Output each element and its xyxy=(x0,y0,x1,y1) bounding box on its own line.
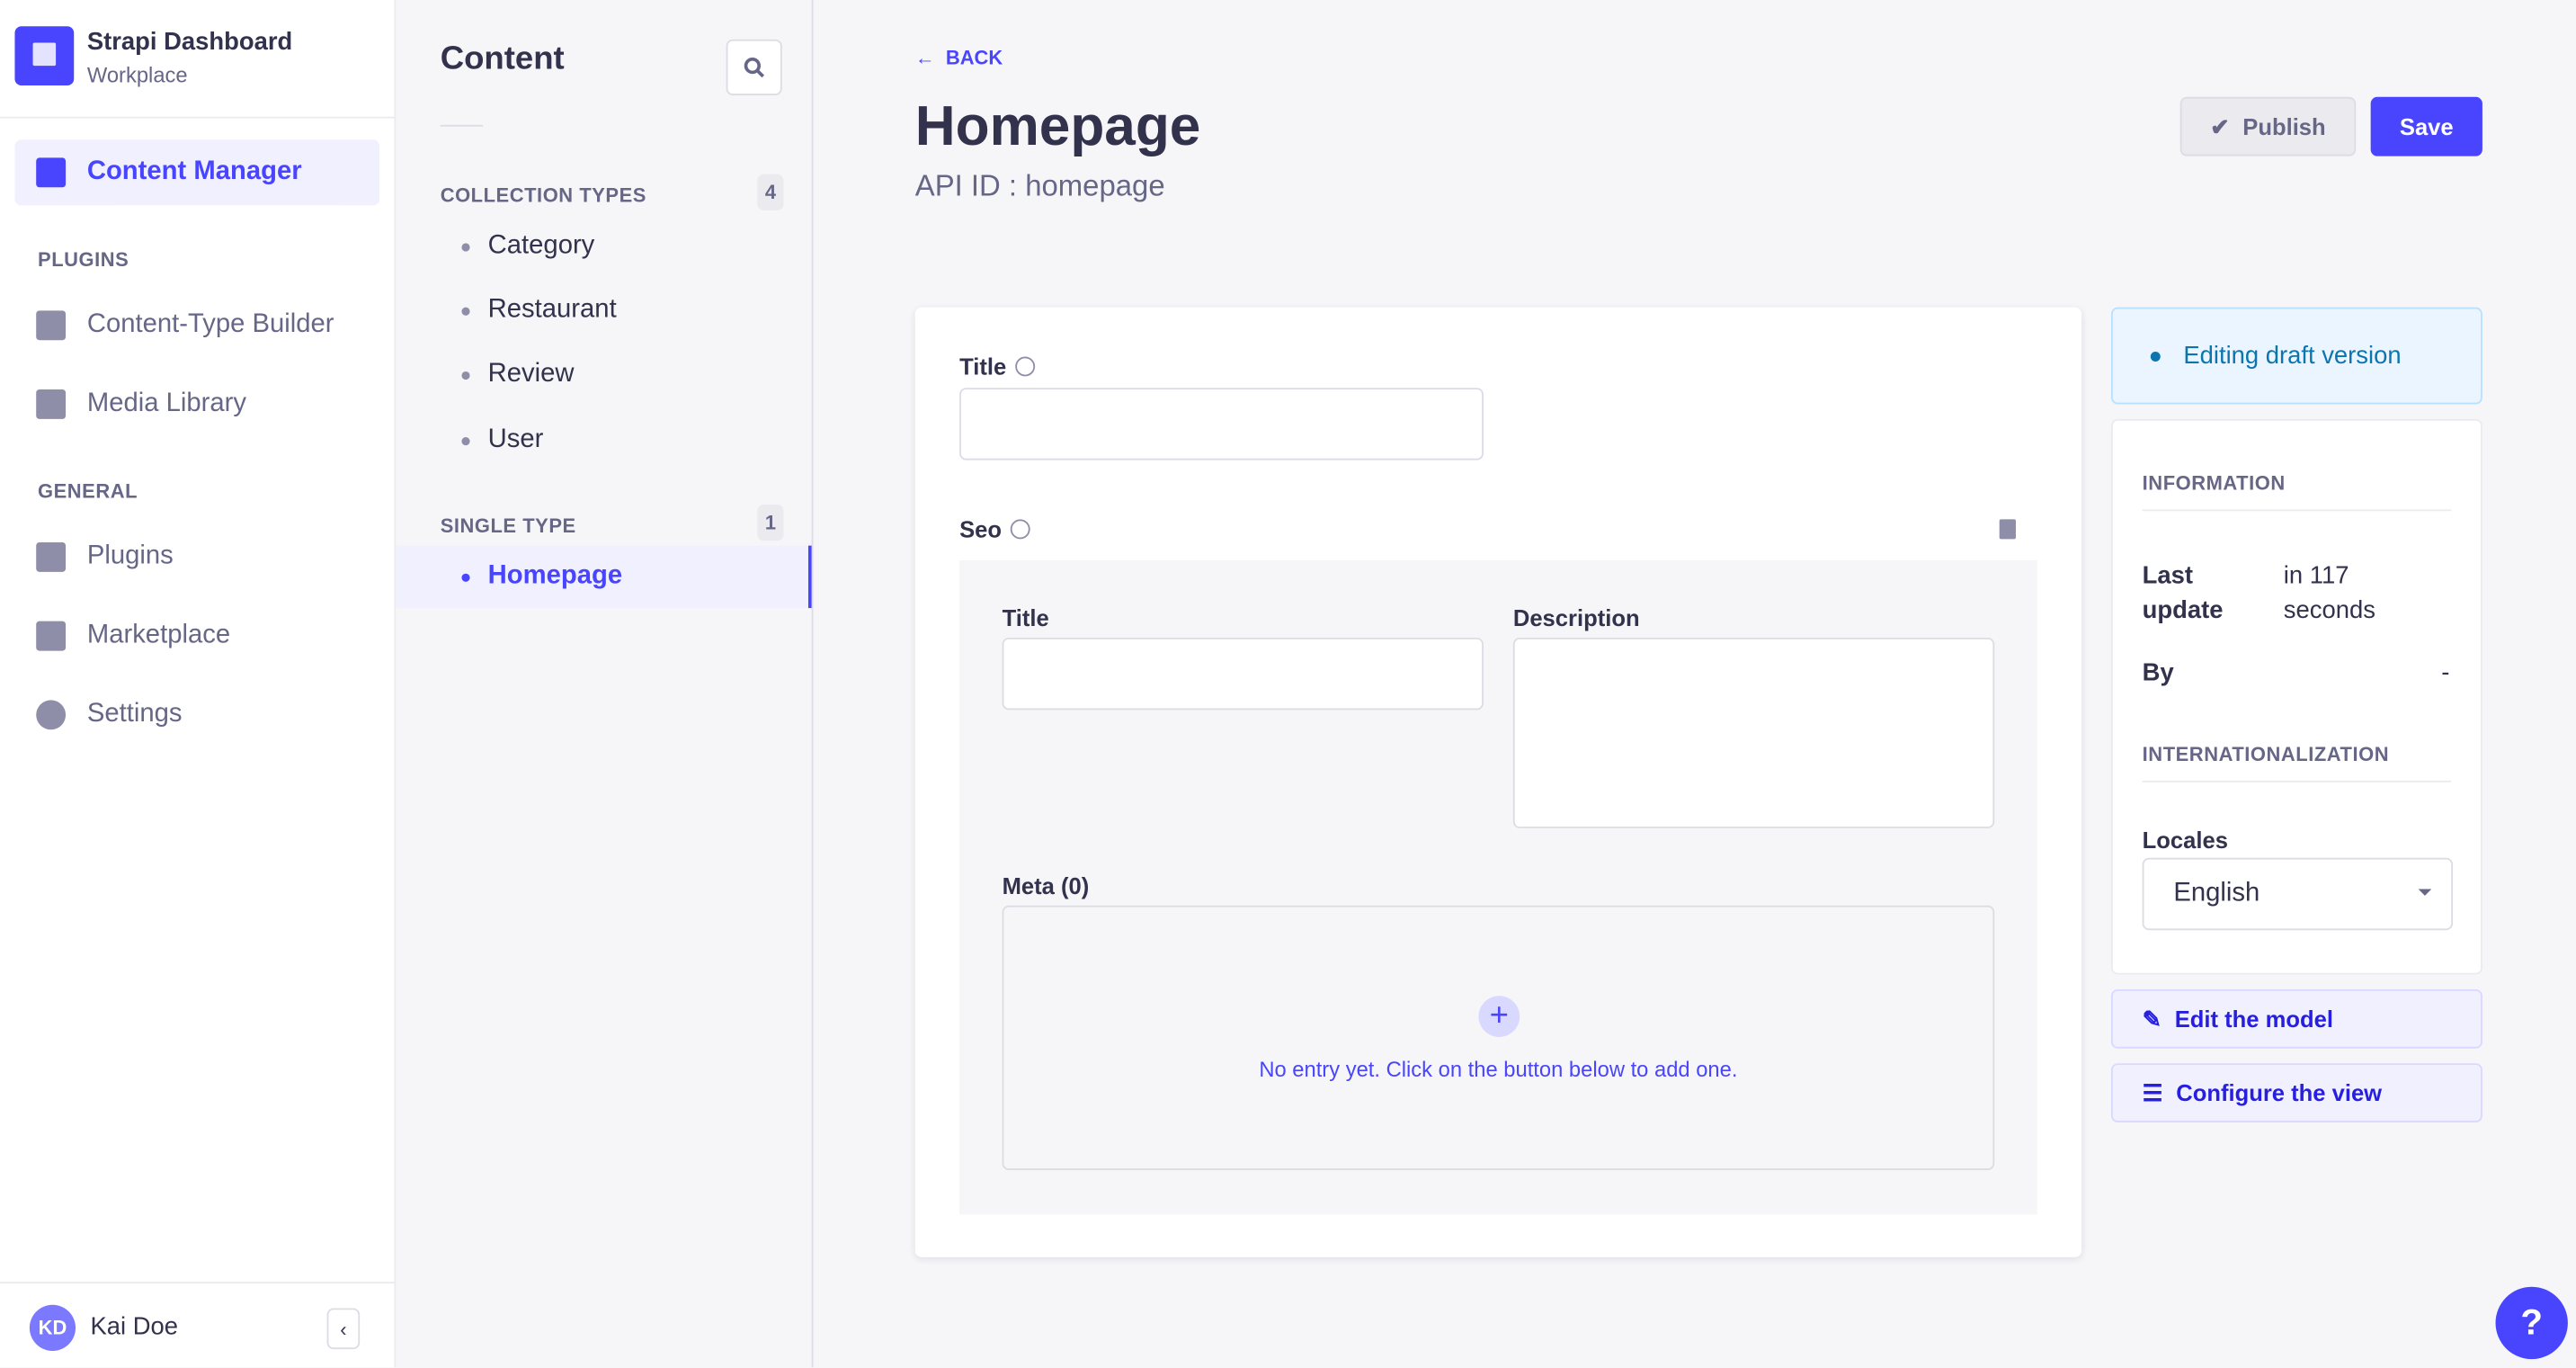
nav-label: Content-Type Builder xyxy=(86,310,334,339)
description-label: Description xyxy=(1512,604,1640,631)
nav-media-library[interactable]: Media Library xyxy=(14,371,379,437)
last-update-label: Last update xyxy=(2142,561,2224,625)
pencil-icon: ✎ xyxy=(2142,1005,2162,1032)
plus-icon[interactable]: + xyxy=(1478,996,1520,1037)
globe-icon xyxy=(1014,356,1035,377)
cart-icon xyxy=(36,621,67,651)
search-button[interactable] xyxy=(726,39,782,95)
seo-label: Seo xyxy=(959,516,1030,542)
back-link[interactable]: ← BACK xyxy=(915,46,1003,69)
strapi-logo xyxy=(14,26,75,86)
item-label: User xyxy=(487,425,544,454)
user-name[interactable]: Kai Doe xyxy=(90,1312,179,1341)
meta-label: Meta (0) xyxy=(1002,872,1090,899)
draft-status: Editing draft version xyxy=(2110,307,2482,405)
info-card: INFORMATION Last update in 117 seconds B… xyxy=(2110,418,2482,975)
panel-title: Content xyxy=(440,40,565,77)
content-panel: Content COLLECTION TYPES 4 Category Rest… xyxy=(396,0,814,1368)
gear-icon xyxy=(36,700,67,730)
title-input[interactable] xyxy=(959,388,1484,460)
seo-title-label: Title xyxy=(1002,604,1049,631)
arrow-left-icon: ← xyxy=(914,46,946,69)
publish-button[interactable]: ✔ Publish xyxy=(2179,96,2357,156)
chevron-left-icon: ‹ xyxy=(340,1317,347,1341)
trash-icon[interactable] xyxy=(1999,519,2016,540)
last-update-value: in 117 seconds xyxy=(2283,561,2375,625)
item-label: Homepage xyxy=(487,561,623,590)
divider xyxy=(2142,509,2452,512)
title-label: Title xyxy=(959,353,1035,380)
save-button[interactable]: Save xyxy=(2370,96,2482,156)
main-nav: Strapi Dashboard Workplace Content Manag… xyxy=(0,0,397,1368)
single-type-label: SINGLE TYPE xyxy=(440,514,576,538)
check-icon: ✔ xyxy=(2210,112,2230,139)
nav-settings[interactable]: Settings xyxy=(14,682,379,747)
locales-label: Locales xyxy=(2142,827,2228,854)
by-value: - xyxy=(2441,658,2450,687)
help-button[interactable]: ? xyxy=(2495,1286,2568,1360)
edit-model-button[interactable]: ✎ Edit the model xyxy=(2110,988,2482,1049)
list-item-category[interactable]: Category xyxy=(441,231,595,262)
section-general: GENERAL xyxy=(38,479,138,504)
status-dot xyxy=(2150,351,2161,362)
edit-model-label: Edit the model xyxy=(2174,1006,2333,1033)
information-heading: INFORMATION xyxy=(2142,471,2286,495)
nav-label: Plugins xyxy=(86,541,174,571)
single-count-badge: 1 xyxy=(757,504,784,541)
collection-count-badge: 4 xyxy=(757,174,784,210)
feather-icon xyxy=(36,157,67,188)
collection-types-label: COLLECTION TYPES xyxy=(440,183,646,208)
nav-label: Marketplace xyxy=(86,621,231,649)
api-id: API ID : homepage xyxy=(914,169,1165,202)
section-plugins: PLUGINS xyxy=(38,247,129,272)
caret-down-icon xyxy=(2418,889,2432,903)
nav-label: Media Library xyxy=(86,389,246,418)
item-label: Review xyxy=(487,360,575,389)
nav-marketplace[interactable]: Marketplace xyxy=(14,604,379,669)
nav-plugins[interactable]: Plugins xyxy=(14,524,379,590)
seo-component: Title Description Meta (0) + No entry ye… xyxy=(959,560,2037,1215)
by-label: By xyxy=(2142,658,2174,687)
nav-content-manager[interactable]: Content Manager xyxy=(14,139,380,206)
i18n-heading: INTERNATIONALIZATION xyxy=(2142,742,2390,766)
locale-select[interactable]: English xyxy=(2142,857,2454,931)
edit-form-card: Title Seo Title Description Meta (0) + N… xyxy=(914,307,2082,1257)
configure-view-label: Configure the view xyxy=(2176,1079,2383,1106)
nav-content-type-builder[interactable]: Content-Type Builder xyxy=(14,292,379,358)
list-icon: ☰ xyxy=(2142,1078,2163,1105)
description-input[interactable] xyxy=(1512,637,1995,828)
back-label: BACK xyxy=(945,46,1003,69)
app-subtitle: Workplace xyxy=(86,62,188,87)
nav-label: Content Manager xyxy=(86,157,302,186)
item-label: Category xyxy=(487,231,595,260)
meta-empty-state[interactable]: + No entry yet. Click on the button belo… xyxy=(1002,905,1995,1170)
empty-text: No entry yet. Click on the button below … xyxy=(1259,1056,1738,1082)
divider xyxy=(0,116,395,119)
list-item-review[interactable]: Review xyxy=(441,360,575,389)
list-item-user[interactable]: User xyxy=(441,425,544,455)
nav-label: Settings xyxy=(86,700,183,729)
divider xyxy=(0,1282,395,1284)
puzzle-icon xyxy=(36,541,67,572)
list-item-homepage[interactable]: Homepage xyxy=(396,545,812,609)
publish-label: Publish xyxy=(2242,113,2326,140)
locale-value: English xyxy=(2173,879,2260,908)
avatar[interactable]: KD xyxy=(29,1304,76,1351)
draft-label: Editing draft version xyxy=(2183,342,2402,371)
item-label: Restaurant xyxy=(487,295,617,324)
divider xyxy=(440,124,484,127)
image-icon xyxy=(36,389,67,419)
globe-icon xyxy=(1010,519,1030,540)
app-title: Strapi Dashboard xyxy=(86,28,293,57)
search-icon xyxy=(744,57,765,78)
layout-icon xyxy=(36,310,67,341)
list-item-restaurant[interactable]: Restaurant xyxy=(441,296,617,326)
page-title: Homepage xyxy=(914,94,1201,158)
configure-view-button[interactable]: ☰ Configure the view xyxy=(2110,1063,2482,1122)
seo-title-input[interactable] xyxy=(1002,637,1484,711)
divider xyxy=(2142,780,2452,782)
collapse-nav-button[interactable]: ‹ xyxy=(326,1308,361,1350)
